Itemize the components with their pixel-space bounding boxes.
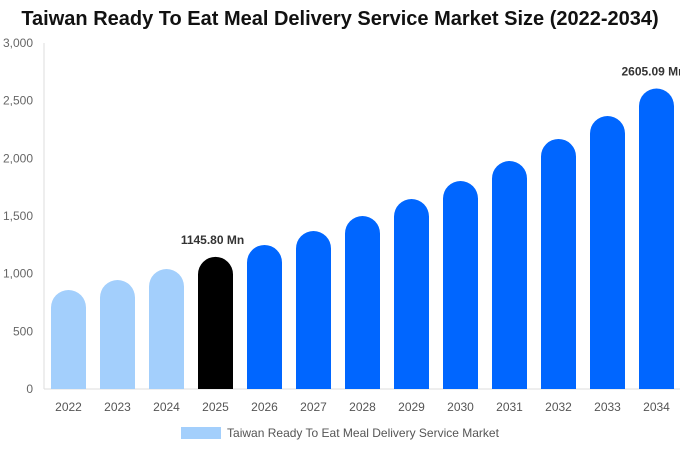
x-tick-label: 2027 — [300, 400, 327, 414]
x-tick-label: 2031 — [496, 400, 523, 414]
x-tick-label: 2030 — [447, 400, 474, 414]
bar-2026 — [247, 244, 282, 389]
bar-2022 — [51, 290, 86, 389]
y-tick-label: 2,500 — [3, 94, 33, 108]
bar-2023 — [100, 280, 135, 389]
legend-swatch — [181, 427, 222, 439]
x-tick-label: 2028 — [349, 400, 376, 414]
x-tick-label: 2034 — [643, 400, 670, 414]
y-tick-label: 1,000 — [3, 267, 33, 281]
bar-2029 — [394, 199, 429, 389]
data-label-2025: 1145.80 Mn — [181, 233, 244, 247]
bar-2027 — [296, 230, 331, 389]
y-tick-label: 2,000 — [3, 151, 33, 165]
bar-2028 — [345, 216, 380, 389]
bar-2030 — [443, 181, 478, 389]
x-tick-label: 2025 — [202, 400, 229, 414]
x-tick-label: 2022 — [55, 400, 82, 414]
y-tick-label: 3,000 — [3, 36, 33, 50]
x-tick-label: 2029 — [398, 400, 425, 414]
legend: Taiwan Ready To Eat Meal Delivery Servic… — [0, 426, 680, 440]
data-label-2034: 2605.09 Mn — [621, 65, 680, 79]
y-tick-label: 1,500 — [3, 209, 33, 223]
bar-2034 — [639, 88, 674, 389]
x-tick-label: 2033 — [594, 400, 621, 414]
bar-2033 — [590, 116, 625, 389]
x-tick-label: 2024 — [153, 400, 180, 414]
x-tick-label: 2026 — [251, 400, 278, 414]
y-tick-label: 0 — [26, 382, 33, 396]
legend-label: Taiwan Ready To Eat Meal Delivery Servic… — [227, 426, 499, 440]
x-tick-label: 2032 — [545, 400, 572, 414]
bar-2024 — [149, 269, 184, 389]
y-tick-label: 500 — [13, 324, 33, 338]
x-tick-label: 2023 — [104, 400, 131, 414]
bar-2032 — [541, 138, 576, 389]
bar-chart: 0 500 1,000 1,500 2,000 2,500 3,000 2022 2023 202… — [3, 36, 680, 414]
chart-title: Taiwan Ready To Eat Meal Delivery Servic… — [21, 8, 659, 30]
bar-2025 — [198, 256, 233, 389]
bar-2031 — [492, 160, 527, 389]
